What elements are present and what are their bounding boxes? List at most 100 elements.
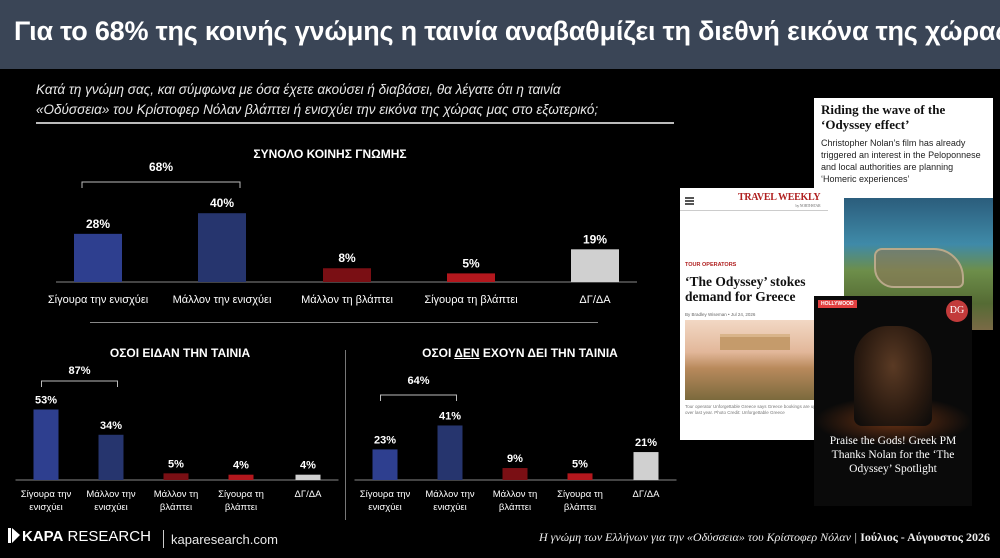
- clipping-1-headline: Riding the wave of the ‘Odyssey effect’: [821, 102, 946, 132]
- total-category-label-4: ΔΓ/ΔΑ: [579, 294, 611, 306]
- clipping-2-caption: Tour operator Unforgettable Greece says …: [685, 404, 816, 415]
- total-bar-0: [74, 233, 122, 282]
- news-clipping-greek-pm: HOLLYWOOD DG Praise the Gods! Greek PM T…: [814, 296, 972, 506]
- nonviewers-category-label-4: ΔΓ/ΔΑ: [633, 489, 661, 500]
- nonviewers-category-label-2-line-1: βλάπτει: [499, 502, 531, 513]
- viewers-category-label-1-line-0: Μάλλον την: [86, 489, 135, 500]
- viewers-value-label-4: 4%: [300, 460, 316, 472]
- viewers-category-label-4: ΔΓ/ΔΑ: [295, 489, 323, 500]
- total-value-label-3: 5%: [462, 256, 480, 270]
- total-category-label-3: Σίγουρα τη βλάπτει: [424, 294, 518, 306]
- nonviewers-category-label-0-line-0: Σίγουρα την: [360, 489, 411, 500]
- viewers-category-label-3-line-1: βλάπτει: [225, 502, 257, 513]
- footer-report-text: Η γνώμη των Ελλήνων για την «Οδύσσεια» τ…: [539, 530, 861, 544]
- nonviewers-bar-2: [502, 468, 528, 480]
- hollywood-badge: HOLLYWOOD: [818, 300, 857, 308]
- total-bar-2: [323, 268, 371, 282]
- chart-total-title: ΣΥΝΟΛΟ ΚΟΙΝΗΣ ΓΝΩΜΗΣ: [253, 147, 407, 161]
- survey-question: Κατά τη γνώμη σας, και σύμφωνα με όσα έχ…: [36, 80, 676, 120]
- brand-light: RESEARCH: [63, 528, 151, 545]
- chart-viewers: 53% Σίγουρα την ενισχύει 34% Μάλλον την ενισχ…: [15, 365, 339, 513]
- clipping-2-headline: ‘The Odyssey’ stokes demand for Greece: [685, 274, 806, 304]
- question-underline: [36, 122, 674, 124]
- viewers-bracket: [41, 380, 118, 387]
- viewers-bar-4: [295, 474, 321, 480]
- acropolis-photo: [685, 320, 823, 400]
- viewers-category-label-0-line-1: ενισχύει: [29, 502, 63, 513]
- viewers-category-label-2-line-0: Μάλλον τη: [154, 489, 198, 500]
- viewers-value-label-2: 5%: [168, 458, 184, 470]
- viewers-bar-1: [98, 434, 124, 480]
- nonviewers-category-label-3-line-0: Σίγουρα τη: [557, 489, 603, 500]
- viewers-bar-2: [163, 473, 189, 480]
- total-category-label-1: Μάλλον την ενισχύει: [173, 294, 272, 306]
- hamburger-menu-icon: [685, 197, 694, 205]
- total-value-label-2: 8%: [338, 251, 356, 265]
- kapa-k-icon: [8, 528, 20, 543]
- chart-non-viewers-title-em: ΔΕΝ: [454, 346, 480, 360]
- page-title: Για το 68% της κοινής γνώμης η ταινία αν…: [14, 16, 1000, 46]
- nonviewers-bar-1: [437, 425, 463, 480]
- question-line-1: Κατά τη γνώμη σας, και σύμφωνα με όσα έχ…: [36, 82, 561, 97]
- total-category-label-0: Σίγουρα την ενισχύει: [48, 294, 149, 306]
- chart-non-viewers-title-pre: ΟΣΟΙ: [422, 346, 455, 360]
- travel-weekly-logo-text: TRAVEL WEEKLY: [738, 192, 821, 203]
- viewers-value-label-0: 53%: [35, 395, 57, 407]
- total-bracket: [81, 181, 241, 188]
- dg-logo: DG: [946, 300, 968, 322]
- nonviewers-category-label-2-line-0: Μάλλον τη: [493, 489, 537, 500]
- viewers-category-label-2-line-1: βλάπτει: [160, 502, 192, 513]
- chart-non-viewers-title-post: ΕΧΟΥΝ ΔΕΙ ΤΗΝ ΤΑΙΝΙΑ: [479, 346, 618, 360]
- clipping-2-byline: By Bradley Wiseman • Jul 24, 2026: [685, 312, 756, 317]
- total-value-label-4: 19%: [583, 232, 607, 246]
- nonviewers-value-label-2: 9%: [507, 453, 523, 465]
- total-bar-4: [571, 249, 619, 282]
- footer-report-title: Η γνώμη των Ελλήνων για την «Οδύσσεια» τ…: [539, 530, 990, 545]
- nonviewers-bracket: [380, 394, 457, 401]
- viewers-category-label-3-line-0: Σίγουρα τη: [218, 489, 264, 500]
- brand-bold: KAPA: [22, 528, 64, 545]
- nonviewers-category-label-0-line-1: ενισχύει: [368, 502, 402, 513]
- nonviewers-bar-0: [372, 449, 398, 480]
- kapa-research-logo: KAPA RESEARCH: [8, 528, 151, 545]
- nonviewers-value-label-1: 41%: [439, 410, 461, 422]
- chart-non-viewers-title: ΟΣΟΙ ΔΕΝ ΕΧΟΥΝ ΔΕΙ ΤΗΝ ΤΑΙΝΙΑ: [395, 346, 645, 360]
- chart-total: 28% Σίγουρα την ενισχύει 40% Μάλλον την ενι…: [48, 160, 637, 306]
- nonviewers-bar-4: [633, 452, 659, 480]
- nonviewers-value-label-3: 5%: [572, 458, 588, 470]
- nonviewers-value-label-4: 21%: [635, 437, 657, 449]
- clipping-2-section-tag: TOUR OPERATORS: [685, 262, 737, 268]
- viewers-bar-3: [228, 474, 254, 480]
- acropolis-ruins: [720, 334, 790, 350]
- nonviewers-bracket-label: 64%: [407, 375, 429, 387]
- footer-website-link[interactable]: kaparesearch.com: [171, 532, 278, 547]
- helmeted-warrior-photo: [854, 326, 932, 426]
- chart-non-viewers: 23% Σίγουρα την ενισχύει 41% Μάλλον την ενισχ…: [354, 375, 677, 513]
- nonviewers-category-label-1-line-1: ενισχύει: [433, 502, 467, 513]
- viewers-value-label-1: 34%: [100, 420, 122, 432]
- clipping-1-body: Christopher Nolan’s film has already tri…: [821, 138, 981, 184]
- question-line-2: «Οδύσσεια» του Κρίστοφερ Νόλαν βλάπτει ή…: [36, 102, 599, 117]
- nonviewers-bar-3: [567, 473, 593, 480]
- travel-weekly-logo-sub: by NORTHSTAR: [795, 203, 821, 208]
- clipping-3-headline: Praise the Gods! Greek PM Thanks Nolan f…: [829, 435, 957, 475]
- total-value-label-0: 28%: [86, 217, 110, 231]
- fortress-walls: [874, 248, 964, 288]
- news-clipping-travel-weekly: TRAVEL WEEKLY by NORTHSTAR TOUR OPERATORS…: [680, 188, 828, 440]
- nonviewers-value-label-0: 23%: [374, 434, 396, 446]
- total-bar-1: [198, 213, 246, 282]
- viewers-bracket-label: 87%: [68, 365, 90, 377]
- total-bracket-label: 68%: [149, 160, 173, 174]
- nonviewers-category-label-1-line-0: Μάλλον την: [425, 489, 474, 500]
- viewers-category-label-1-line-1: ενισχύει: [94, 502, 128, 513]
- total-value-label-1: 40%: [210, 196, 234, 210]
- chart-viewers-title: ΟΣΟΙ ΕΙΔΑΝ ΤΗΝ ΤΑΙΝΙΑ: [109, 346, 251, 360]
- footer-divider: [163, 530, 164, 548]
- viewers-category-label-0-line-0: Σίγουρα την: [21, 489, 72, 500]
- section-divider-horizontal: [90, 322, 598, 323]
- section-divider-vertical: [345, 350, 346, 520]
- total-bar-3: [447, 273, 495, 282]
- total-category-label-2: Μάλλον τη βλάπτει: [301, 294, 393, 306]
- viewers-bar-0: [33, 409, 59, 480]
- travel-weekly-logo: TRAVEL WEEKLY by NORTHSTAR: [738, 192, 821, 208]
